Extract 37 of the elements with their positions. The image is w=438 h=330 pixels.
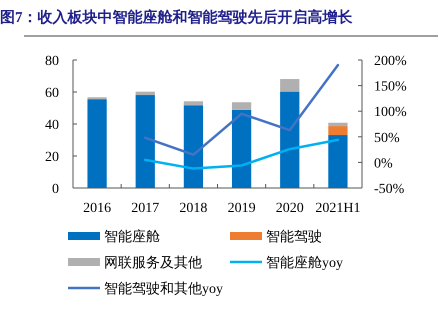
- bar: [328, 135, 348, 188]
- x-tick-label: 2016: [83, 201, 112, 216]
- bar: [280, 79, 300, 92]
- bar: [232, 110, 252, 188]
- bar: [328, 126, 348, 136]
- x-tick-label: 2020: [276, 201, 304, 216]
- legend-label: 网联服务及其他: [104, 255, 202, 271]
- y-tick-label: 40: [45, 118, 59, 133]
- bar: [184, 105, 204, 188]
- bar: [232, 102, 252, 110]
- y-tick-label: 20: [45, 150, 59, 165]
- bar: [280, 92, 300, 188]
- bar: [184, 101, 204, 106]
- legend-label: 智能座舱: [104, 229, 160, 245]
- chart-title: 图7：收入板块中智能座舱和智能驾驶先后开启高增长: [0, 8, 354, 26]
- y2-tick-label: 150%: [374, 80, 407, 95]
- y2-tick-label: 100%: [374, 105, 407, 120]
- bar: [328, 122, 348, 126]
- line-series: [144, 138, 340, 170]
- bar: [136, 92, 155, 96]
- legend-label: 智能驾驶: [266, 229, 322, 245]
- y2-tick-label: 200%: [374, 54, 407, 69]
- x-tick-label: 2019: [228, 201, 256, 216]
- y-tick-label: 0: [52, 182, 59, 197]
- bar: [136, 95, 155, 188]
- line-series: [144, 64, 340, 156]
- legend-label: 智能座舱yoy: [266, 255, 343, 271]
- x-tick-label: 2018: [179, 201, 208, 216]
- y-tick-label: 60: [45, 86, 59, 101]
- y2-tick-label: 0%: [374, 156, 393, 172]
- y-tick-label: 80: [45, 54, 59, 69]
- x-tick-label: 2021H1: [315, 201, 360, 216]
- legend-label: 智能驾驶和其他yoy: [104, 281, 223, 297]
- bar: [87, 99, 107, 188]
- y2-tick-label: 50%: [374, 130, 400, 146]
- y2-tick-label: -50%: [374, 182, 405, 197]
- x-tick-label: 2017: [131, 201, 160, 216]
